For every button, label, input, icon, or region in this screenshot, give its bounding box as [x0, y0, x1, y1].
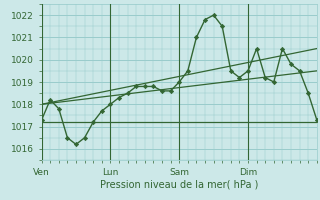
- X-axis label: Pression niveau de la mer( hPa ): Pression niveau de la mer( hPa ): [100, 179, 258, 189]
